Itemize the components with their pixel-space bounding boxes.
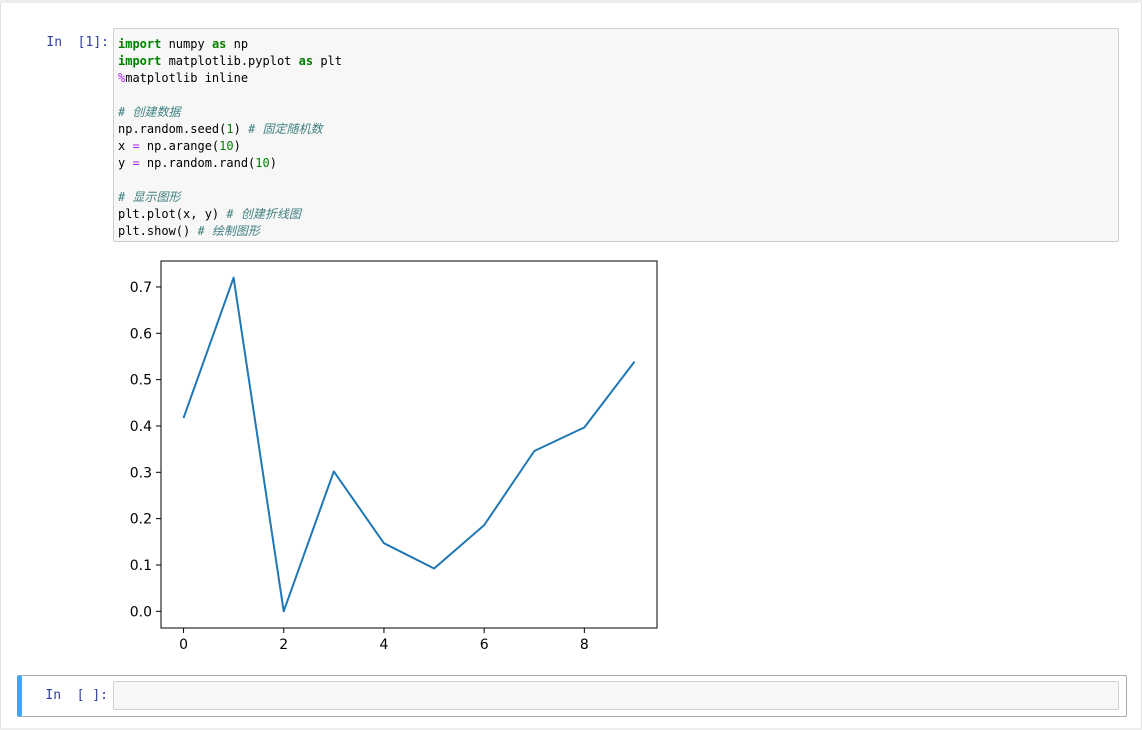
y-tick-label: 0.5 — [130, 373, 152, 389]
code-token: matplotlib inline — [125, 71, 249, 85]
code-token: numpy — [161, 37, 212, 51]
code-token: np.random.seed( — [118, 122, 227, 136]
code-token: np — [226, 37, 249, 51]
code-cell-1[interactable]: import numpy as np import matplotlib.pypl… — [113, 28, 1119, 242]
line-chart: 0 2 4 6 8 0.0 0.1 0.2 0.3 0.4 0.5 0.6 0.7 — [130, 260, 658, 651]
code-line: import matplotlib.pyplot as plt — [118, 53, 342, 70]
code-token: 10 — [219, 139, 234, 153]
x-tick-label: 0 — [179, 637, 188, 651]
x-tick-label: 6 — [480, 637, 489, 651]
code-token: matplotlib.pyplot — [161, 54, 299, 68]
code-line: y = np.random.rand(10) — [118, 155, 342, 172]
code-token: # 固定随机数 — [248, 122, 323, 136]
cell-2-prompt: In [ ]: — [45, 688, 108, 703]
code-token: import — [118, 37, 162, 51]
code-token: import — [118, 54, 162, 68]
plot-area — [160, 260, 658, 629]
code-token: 1 — [226, 122, 234, 136]
code-token: 10 — [255, 156, 270, 170]
code-editor-empty[interactable] — [113, 681, 1119, 710]
cell-1-prompt: In [1]: — [46, 35, 109, 50]
code-token: plt — [313, 54, 342, 68]
y-tick-label: 0.6 — [130, 326, 152, 342]
code-token: # 显示图形 — [118, 190, 181, 204]
series-line — [182, 276, 636, 613]
code-token: y — [118, 156, 133, 170]
y-tick-label: 0.1 — [130, 558, 152, 574]
code-token: # 创建数据 — [118, 105, 181, 119]
code-token: ) — [233, 122, 249, 136]
code-token: = — [132, 139, 140, 153]
code-token: % — [118, 71, 126, 85]
code-line — [118, 87, 342, 104]
code-line: np.random.seed(1) # 固定随机数 — [118, 121, 342, 138]
y-tick-label: 0.3 — [130, 465, 152, 481]
code-editor[interactable]: import numpy as np import matplotlib.pypl… — [118, 36, 342, 240]
code-token: plt.plot(x, y) — [118, 207, 227, 221]
code-token: plt.show() — [118, 224, 198, 238]
x-tick-label: 4 — [379, 637, 388, 651]
code-cell-2[interactable]: In [ ]: — [17, 675, 1127, 717]
y-tick-label: 0.2 — [130, 512, 152, 528]
code-token: as — [298, 54, 314, 68]
code-line — [118, 172, 342, 189]
code-line: import numpy as np — [118, 36, 342, 53]
code-line: # 显示图形 — [118, 189, 342, 206]
code-line: plt.plot(x, y) # 创建折线图 — [118, 206, 342, 223]
y-tick-label: 0.7 — [130, 280, 152, 296]
code-token: x — [118, 139, 133, 153]
y-tick-label: 0.4 — [130, 419, 152, 435]
x-tick-label: 2 — [279, 637, 288, 651]
notebook: In [1]: import numpy as np import matplot… — [0, 3, 1142, 728]
y-tick-label: 0.0 — [130, 604, 152, 620]
code-token: as — [211, 37, 227, 51]
code-line: # 创建数据 — [118, 104, 342, 121]
code-line: plt.show() # 绘制图形 — [118, 223, 342, 240]
code-token: np.random.rand( — [139, 156, 256, 170]
code-token: ) — [233, 139, 241, 153]
code-token: # 创建折线图 — [226, 207, 301, 221]
code-token: = — [132, 156, 140, 170]
x-tick-label: 8 — [580, 637, 589, 651]
code-token: ) — [269, 156, 277, 170]
code-line: %matplotlib inline — [118, 70, 342, 87]
code-token: # 绘制图形 — [197, 224, 260, 238]
code-line: x = np.arange(10) — [118, 138, 342, 155]
cell-1-output: 0 2 4 6 8 0.0 0.1 0.2 0.3 0.4 0.5 0.6 0.7 — [113, 251, 673, 651]
code-token: np.arange( — [139, 139, 220, 153]
